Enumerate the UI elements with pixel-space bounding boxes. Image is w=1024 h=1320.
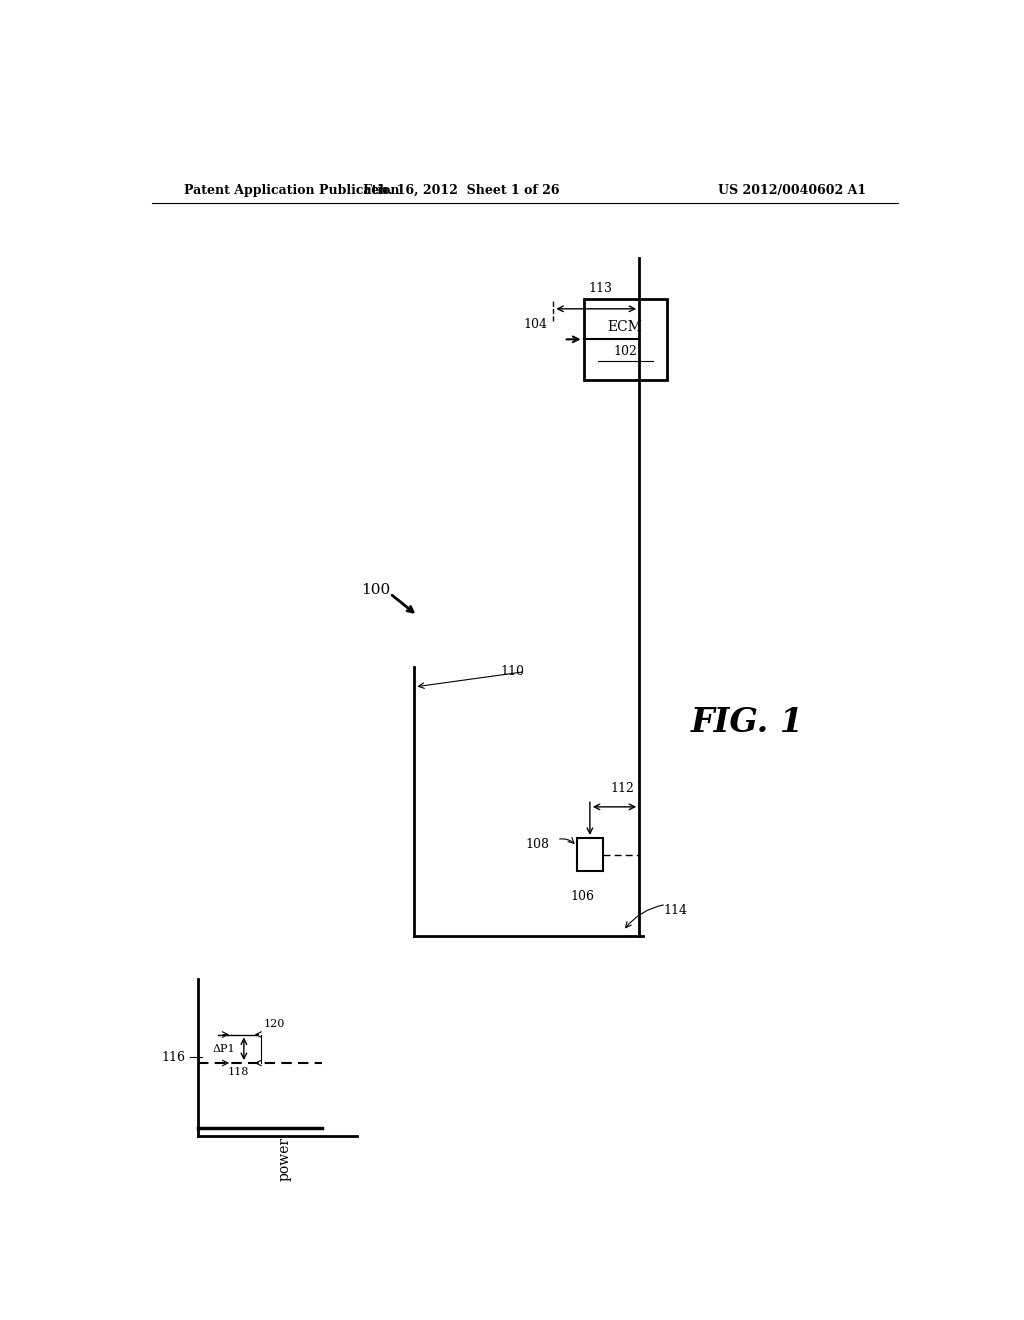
Text: 112: 112 <box>610 781 634 795</box>
Text: 114: 114 <box>664 904 688 917</box>
Text: 110: 110 <box>501 665 524 678</box>
Text: 118: 118 <box>228 1067 250 1077</box>
Text: ΔP1: ΔP1 <box>213 1044 236 1053</box>
Text: Patent Application Publication: Patent Application Publication <box>183 183 399 197</box>
Text: 120: 120 <box>264 1019 285 1030</box>
Text: 104: 104 <box>524 318 548 331</box>
Text: 108: 108 <box>525 838 549 851</box>
Text: ECM: ECM <box>608 321 643 334</box>
Bar <box>584 298 667 380</box>
Text: power: power <box>278 1137 291 1180</box>
Text: 102: 102 <box>613 345 637 358</box>
Text: 113: 113 <box>589 281 612 294</box>
Text: US 2012/0040602 A1: US 2012/0040602 A1 <box>718 183 866 197</box>
Text: Feb. 16, 2012  Sheet 1 of 26: Feb. 16, 2012 Sheet 1 of 26 <box>364 183 559 197</box>
Text: FIG. 1: FIG. 1 <box>690 706 804 739</box>
Text: 116: 116 <box>162 1051 186 1064</box>
Text: 100: 100 <box>360 583 390 598</box>
Bar <box>577 838 603 871</box>
Text: 106: 106 <box>570 890 594 903</box>
